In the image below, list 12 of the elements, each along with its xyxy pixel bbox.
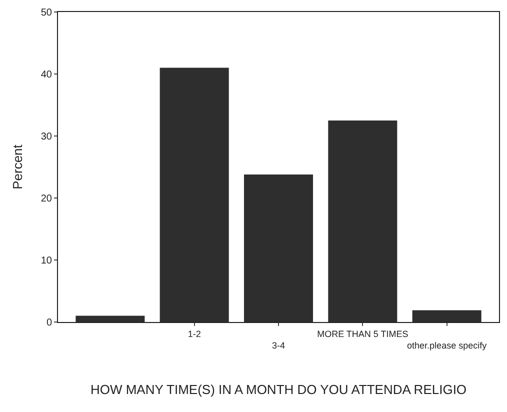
x-tick-label: other.please specify [407, 340, 488, 350]
x-axis-title: HOW MANY TIME(S) IN A MONTH DO YOU ATTENDA RELIGIO [90, 382, 467, 398]
y-tick-label: 0 [46, 318, 52, 328]
x-tick-label: 1-2 [188, 328, 201, 339]
y-axis-title: Percent [10, 144, 25, 190]
y-tick-label: 10 [40, 256, 52, 266]
y-tick-label: 20 [40, 194, 52, 204]
x-tick-label: 3-4 [272, 340, 286, 350]
y-tick-label: 50 [40, 8, 52, 18]
x-tick-label: MORE THAN 5 TIMES [317, 328, 408, 339]
y-tick-label: 40 [40, 70, 52, 80]
y-tick-label: 30 [40, 132, 52, 142]
